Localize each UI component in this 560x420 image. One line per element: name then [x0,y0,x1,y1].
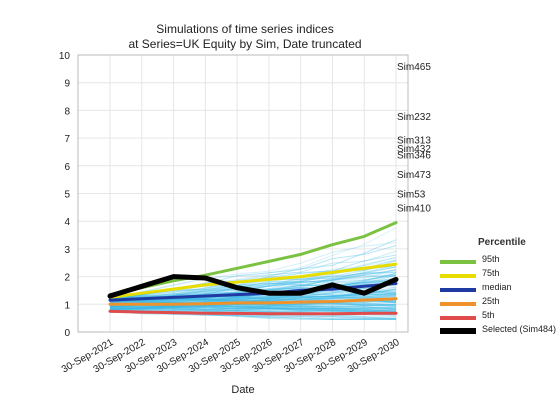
simulation-path [109,306,397,312]
series-line-5th [108,309,398,316]
series-line-95th [108,221,398,297]
simulation-path [109,296,396,310]
annotation-sim53: Sim53 [397,190,426,201]
legend-item: 75th [440,268,560,282]
simulation-path [109,307,397,312]
simulation-path [109,242,397,299]
simulation-path [109,305,397,310]
legend-label: median [482,282,512,292]
annotation-sim432: Sim432 [397,144,431,155]
legend-swatch [440,316,476,320]
y-tick-label: 6 [64,162,70,173]
series-line-75th [108,262,398,299]
simulation-path [109,290,397,311]
simulation-path [109,292,397,299]
simulation-path [109,303,397,317]
legend-swatch [440,260,476,264]
simulation-path [109,291,397,313]
simulation-path [109,306,397,314]
simulation-path [109,306,397,312]
legend-title: Percentile [478,237,526,248]
simulation-path [109,304,397,313]
simulation-path [109,292,397,311]
simulation-path [109,286,397,310]
annotation-sim410: Sim410 [397,203,431,214]
simulation-path [109,307,397,312]
legend-label: 95th [482,254,500,264]
legend-label: 5th [482,310,495,320]
y-tick-label: 7 [64,134,70,145]
simulation-path [109,297,397,314]
simulation-path [109,305,397,310]
simulation-path [109,274,397,300]
simulation-path [109,305,397,310]
simulation-path [109,282,397,298]
simulation-path [109,293,397,301]
y-tick-label: 0 [64,328,70,339]
plot-frame [77,54,409,333]
legend-item: 25th [440,296,560,310]
simulation-path [109,274,397,301]
simulation-path [109,298,397,313]
simulation-path [109,301,397,314]
legend-swatch [440,288,476,292]
chart-title: Simulations of time series indices [156,22,334,36]
annotation-sim313: Sim313 [397,135,431,146]
series-line-25th [108,297,398,306]
annotation-sim232: Sim232 [397,112,431,123]
legend-item: Selected (Sim484) [440,324,560,338]
simulation-path [109,300,397,313]
y-tick-label: 1 [64,300,70,311]
series-line-selected-sim484 [107,274,399,299]
legend-item: median [440,282,560,296]
simulation-path [109,260,397,310]
y-tick-label: 9 [64,79,70,90]
simulation-path [109,266,397,298]
legend-label: Selected (Sim484) [482,324,557,334]
simulation-path [109,294,397,304]
simulation-path [109,306,397,312]
simulation-path [109,264,397,299]
simulation-path [109,289,397,306]
simulation-path [109,302,397,310]
y-tick-label: 5 [64,190,70,201]
legend-item: 5th [440,310,560,324]
y-tick-label: 4 [64,217,70,228]
annotation-sim346: Sim346 [397,151,431,162]
y-tick-label: 3 [64,245,70,256]
simulation-path [109,288,397,303]
simulation-path [109,302,397,314]
chart-subtitle: at Series=UK Equity by Sim, Date truncat… [128,37,362,51]
annotation-sim465: Sim465 [397,62,431,73]
y-tick-label: 2 [64,273,70,284]
annotation-sim473: Sim473 [397,170,431,181]
simulation-path [109,303,396,311]
simulation-path [109,303,397,308]
simulation-path [109,293,397,308]
legend-swatch [440,274,476,278]
y-tick-label: 10 [59,51,71,62]
y-tick-label: 8 [64,106,70,117]
simulation-path [109,295,397,309]
legend-swatch [440,328,476,334]
x-axis-title: Date [231,384,254,396]
simulation-path [109,306,397,311]
simulation-path [109,310,397,320]
legend-swatch [440,302,476,306]
simulation-path [109,301,397,306]
simulation-path [109,290,397,299]
simulation-path [109,304,397,310]
legend-label: 25th [482,296,500,306]
simulation-path [109,304,397,320]
simulation-path [109,271,397,304]
legend-label: 75th [482,268,500,278]
legend-item: 95th [440,254,560,268]
